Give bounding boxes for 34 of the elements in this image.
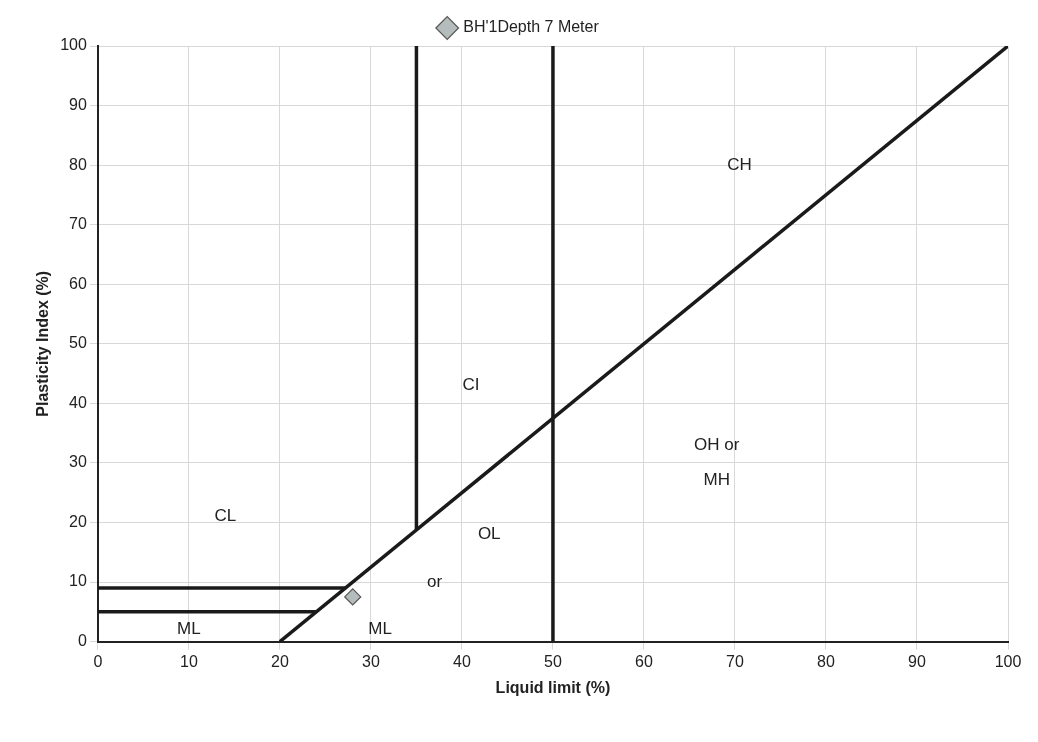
x-tick-label: 60 bbox=[635, 652, 653, 670]
x-tick-label: 50 bbox=[544, 652, 562, 670]
x-tick-label: 0 bbox=[93, 652, 103, 670]
annotation: MH bbox=[703, 470, 730, 490]
annotation: ML bbox=[368, 619, 392, 639]
y-tick-label: 60 bbox=[69, 274, 87, 292]
y-tick-label: 40 bbox=[69, 393, 87, 411]
y-tick-label: 30 bbox=[69, 453, 87, 471]
x-tick-label: 80 bbox=[817, 652, 835, 670]
annotation: OL bbox=[477, 524, 501, 544]
y-tick-label: 90 bbox=[69, 95, 87, 113]
y-tick-label: 20 bbox=[69, 512, 87, 530]
x-tick-label: 40 bbox=[453, 652, 471, 670]
y-tick-label: 70 bbox=[69, 215, 87, 233]
annotation: OH or bbox=[694, 434, 740, 454]
y-tick-label: 50 bbox=[69, 334, 87, 352]
x-tick-label: 20 bbox=[271, 652, 289, 670]
annotation: or bbox=[427, 571, 443, 591]
annotation: CI bbox=[462, 375, 480, 395]
y-tick-label: 10 bbox=[69, 572, 87, 590]
y-axis-title: Plasticity Index (%) bbox=[34, 270, 52, 417]
x-tick-label: 70 bbox=[726, 652, 744, 670]
x-tick-label: 10 bbox=[180, 652, 198, 670]
annotation: CL bbox=[214, 506, 237, 526]
x-tick-label: 90 bbox=[908, 652, 926, 670]
x-tick-label: 100 bbox=[994, 652, 1022, 670]
annotation: CH bbox=[727, 154, 752, 174]
x-axis-title: Liquid limit (%) bbox=[495, 678, 611, 696]
annotation: ML bbox=[177, 619, 201, 639]
y-tick-label: 80 bbox=[69, 155, 87, 173]
y-tick-label: 0 bbox=[77, 632, 87, 650]
legend-label: BH'1Depth 7 Meter bbox=[463, 18, 600, 36]
x-tick-label: 30 bbox=[362, 652, 380, 670]
y-tick-label: 100 bbox=[60, 36, 87, 54]
